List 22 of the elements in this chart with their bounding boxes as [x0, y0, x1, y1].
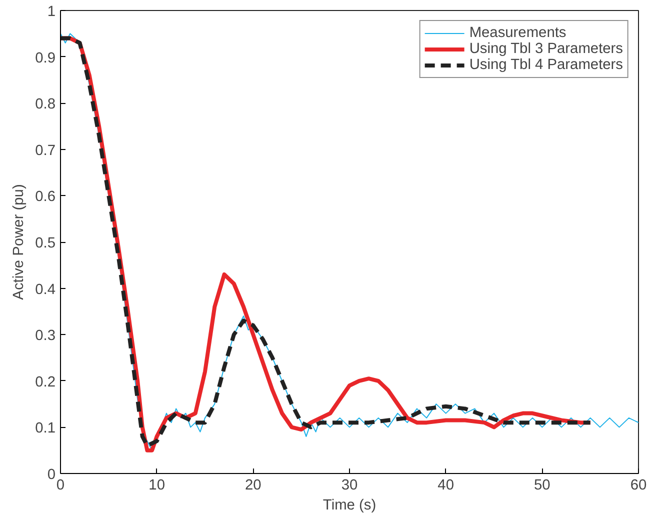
y-axis-title: Active Power (pu) [11, 184, 28, 300]
y-tick-label: 0.5 [35, 236, 56, 252]
x-tick-label: 10 [148, 478, 165, 494]
x-axis-title: Time (s) [322, 498, 376, 514]
x-tick-label: 60 [630, 478, 647, 494]
legend-label: Measurements [469, 25, 566, 41]
y-tick-label: 0.2 [35, 374, 56, 390]
x-tick-label: 50 [534, 478, 550, 494]
y-tick-label: 0.4 [35, 282, 56, 298]
y-tick-label: 0 [47, 467, 56, 483]
legend-label: Using Tbl 3 Parameters [469, 41, 623, 57]
y-tick-label: 0.1 [35, 420, 56, 437]
x-tick-label: 40 [438, 478, 454, 494]
y-tick-label: 0.6 [35, 189, 56, 206]
legend-label: Using Tbl 4 Parameters [469, 57, 623, 73]
y-tick-label: 1 [47, 4, 56, 20]
y-tick-label: 0.7 [35, 142, 56, 159]
y-tick-label: 0.9 [35, 50, 56, 66]
x-tick-label: 30 [341, 478, 358, 494]
x-tick-label: 20 [245, 478, 262, 494]
y-tick-label: 0.8 [35, 96, 56, 113]
y-tick-label: 0.3 [35, 328, 56, 344]
